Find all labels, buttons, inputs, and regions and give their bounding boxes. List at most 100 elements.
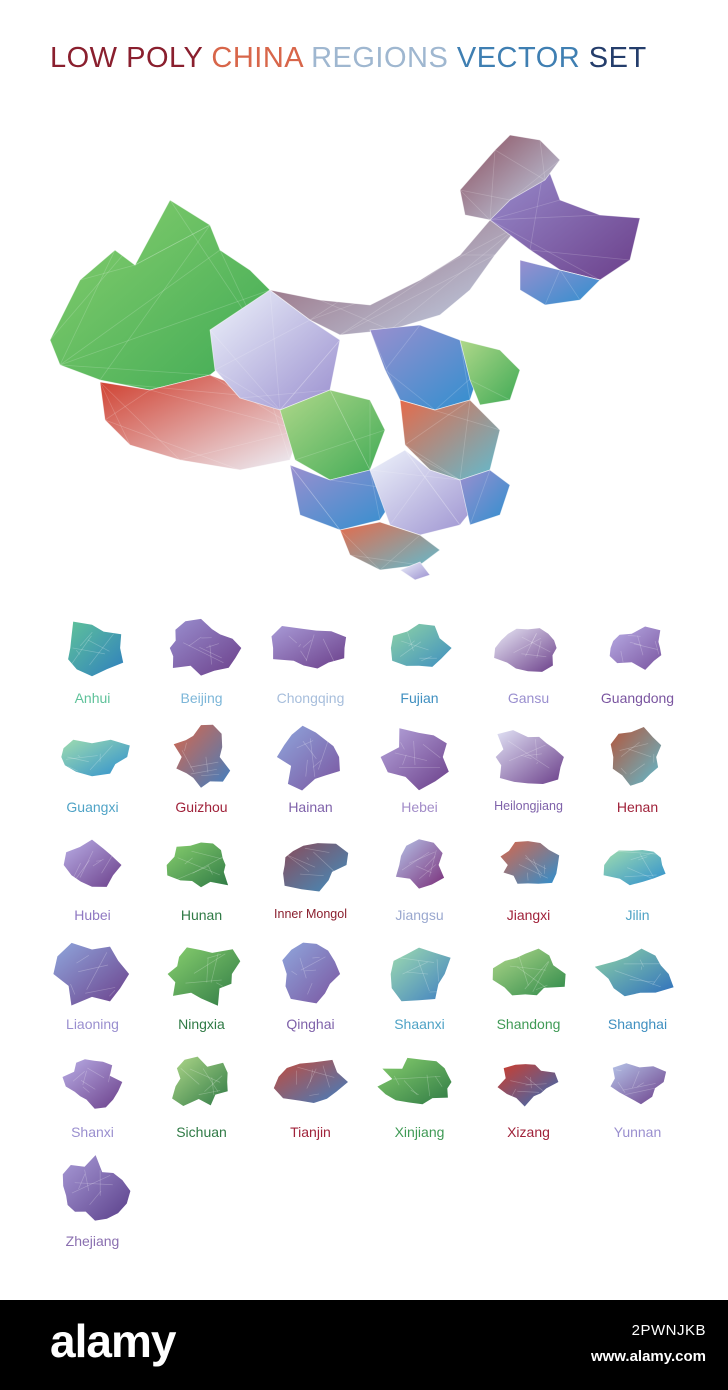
region-cell: Jiangxi xyxy=(474,827,583,936)
region-shape xyxy=(167,946,241,1006)
region-shape xyxy=(610,726,662,786)
region-label: Guizhou xyxy=(175,798,228,815)
region-shape xyxy=(603,850,666,886)
region-facet xyxy=(288,635,297,644)
region-facet xyxy=(199,646,222,659)
region-label: Yunnan xyxy=(613,1124,662,1140)
region-label: Shanxi xyxy=(71,1124,114,1140)
region-facet xyxy=(530,633,538,644)
region-label: Hainan xyxy=(288,798,333,815)
map-facet xyxy=(179,429,301,461)
region-facet xyxy=(402,754,407,765)
region-facet xyxy=(84,1169,90,1191)
region-shape xyxy=(61,739,130,776)
region-facet xyxy=(652,972,661,985)
map-facet xyxy=(439,289,471,316)
region-facet xyxy=(89,633,114,666)
region-facet xyxy=(518,954,529,986)
region-facet xyxy=(629,978,656,982)
region-facet xyxy=(312,759,322,768)
title-part: REGIONS xyxy=(311,42,457,74)
map-facet xyxy=(339,254,461,336)
region-facet xyxy=(184,857,193,865)
region-facet xyxy=(291,970,298,975)
region-polygon xyxy=(166,842,229,888)
region-facet xyxy=(65,754,98,760)
site-url[interactable]: www.alamy.com xyxy=(590,1348,706,1365)
region-facet xyxy=(207,953,222,959)
region-facet xyxy=(393,1075,400,1086)
region-facet xyxy=(184,742,187,751)
region-facet xyxy=(637,635,644,656)
region-facet xyxy=(622,1083,656,1091)
region-polygon xyxy=(390,947,451,1001)
map-facet xyxy=(479,399,511,406)
region-label: Shandong xyxy=(496,1015,561,1032)
map-facet xyxy=(279,339,341,411)
region-facet xyxy=(401,851,430,871)
map-facet xyxy=(294,429,386,461)
title-part: VECTOR xyxy=(456,42,589,74)
region-label: Jiangsu xyxy=(395,907,444,923)
region-facet xyxy=(614,969,661,987)
region-facet xyxy=(417,960,430,991)
region-shape xyxy=(68,621,124,677)
region-facet xyxy=(394,752,428,761)
map-facet xyxy=(469,379,511,401)
region-facet xyxy=(533,859,541,878)
region-facet xyxy=(79,631,93,647)
region-polygon xyxy=(390,623,452,667)
region-polygon xyxy=(282,942,341,1003)
region-facet xyxy=(435,1076,443,1087)
map-facet xyxy=(289,464,341,531)
map-facet xyxy=(519,289,546,306)
region-facet xyxy=(296,739,314,748)
region-facet xyxy=(525,1075,543,1091)
region-facet xyxy=(525,1083,547,1086)
region-label: Xizang xyxy=(507,1124,550,1140)
region-facet xyxy=(300,650,308,661)
map-region xyxy=(459,339,521,406)
map-facet xyxy=(544,269,561,306)
region-cell: Yunnan xyxy=(583,1044,692,1153)
region-facet xyxy=(400,641,422,657)
region-facet xyxy=(188,636,202,647)
region-shape xyxy=(610,1063,667,1105)
map-facet xyxy=(494,149,546,181)
map-facet xyxy=(399,569,416,580)
region-label: Inner Mongol xyxy=(274,907,347,921)
map-facet xyxy=(149,389,301,431)
region-polygon xyxy=(68,621,124,677)
region-facet xyxy=(654,640,660,655)
map-facet xyxy=(404,449,461,526)
region-facet xyxy=(615,1069,622,1071)
map-facet xyxy=(489,199,561,221)
brand-logo[interactable]: alamy xyxy=(50,1315,176,1367)
map-facet xyxy=(419,254,461,281)
region-shape xyxy=(494,628,557,672)
region-facet xyxy=(180,1068,200,1085)
region-facet xyxy=(630,851,657,861)
map-facet xyxy=(339,254,496,336)
region-facet xyxy=(408,640,415,647)
region-facet xyxy=(632,1070,640,1089)
region-facet xyxy=(639,959,644,967)
region-facet xyxy=(189,1068,221,1083)
region-cell: Tianjin xyxy=(256,1044,365,1153)
map-facet xyxy=(99,381,181,461)
region-facet xyxy=(211,1077,215,1096)
title-part: SET xyxy=(588,42,647,74)
region-shape xyxy=(492,948,566,995)
region-facet xyxy=(614,850,658,855)
map-facet xyxy=(404,444,431,471)
region-cell: Jilin xyxy=(583,827,692,936)
map-facet xyxy=(459,189,491,221)
region-polygon xyxy=(495,729,564,784)
region-shape xyxy=(172,1056,228,1106)
map-facet xyxy=(104,419,241,471)
region-polygon xyxy=(273,1059,348,1103)
region-label: Ningxia xyxy=(178,1015,225,1032)
region-label: Hubei xyxy=(74,907,111,923)
region-facet xyxy=(202,1068,219,1093)
region-cell: Heilongjiang xyxy=(474,719,583,828)
